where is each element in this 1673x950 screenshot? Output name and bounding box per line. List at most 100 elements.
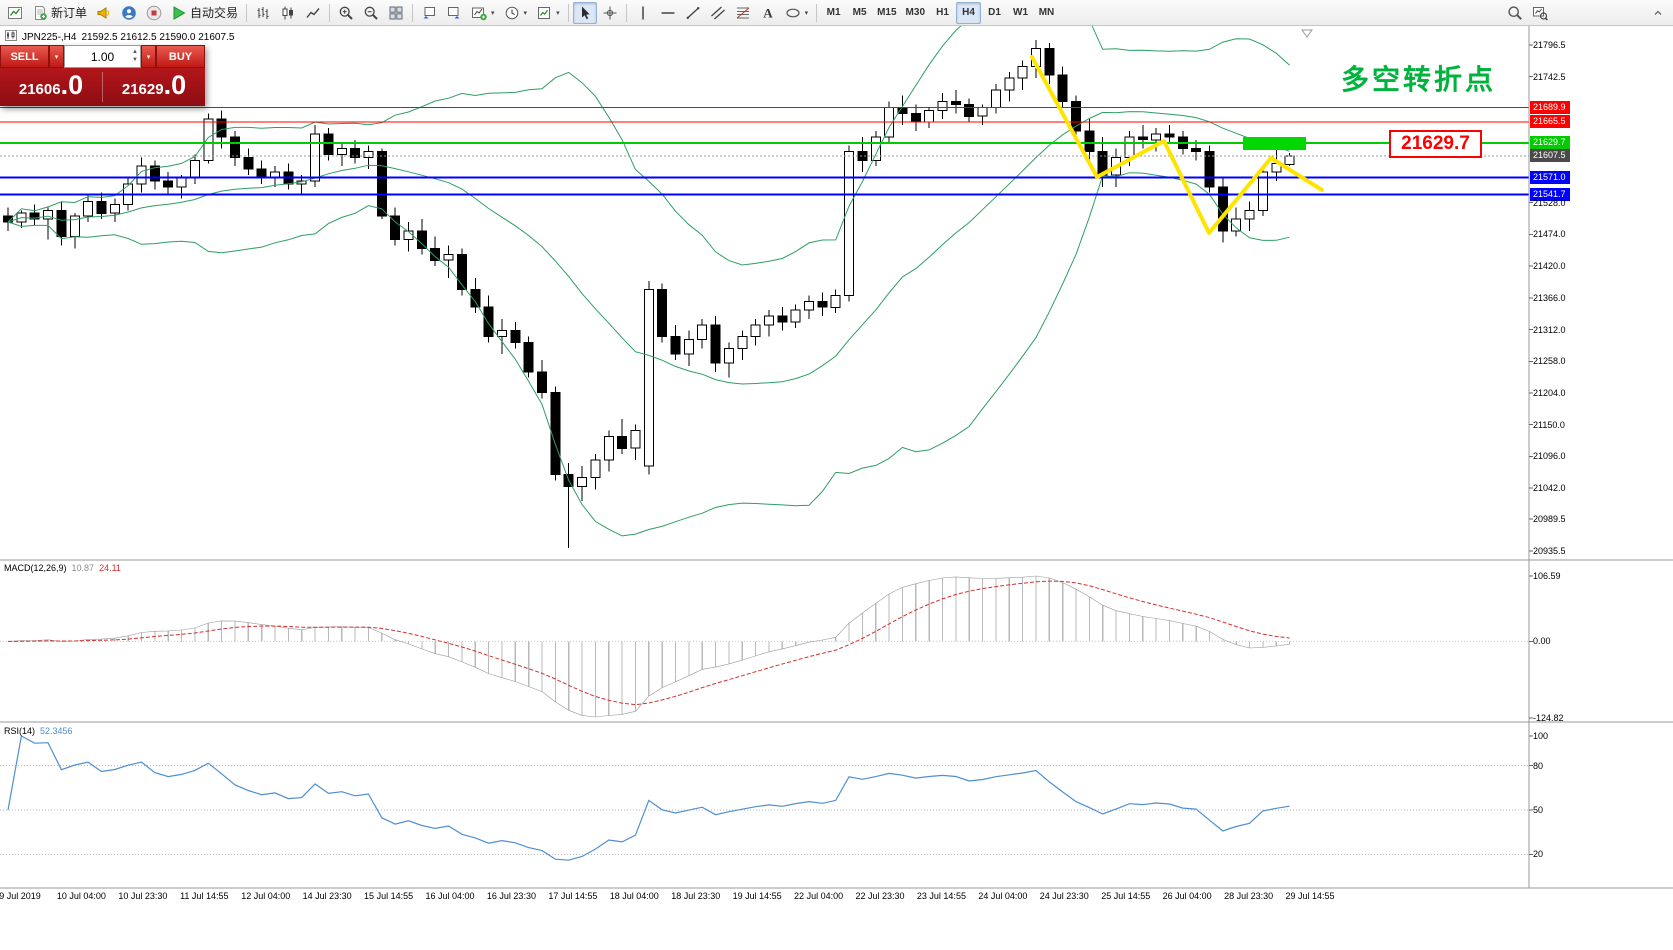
- time-axis-label: 9 Jul 2019: [0, 891, 41, 901]
- price-axis-label: 21258.0: [1533, 356, 1566, 367]
- price-tag-blue: 21571.0: [1530, 170, 1570, 184]
- line-chart-button[interactable]: [301, 2, 325, 24]
- lot-size-value[interactable]: 1.00: [90, 49, 115, 64]
- lot-size-field[interactable]: 1.00 ▲ ▼: [64, 45, 141, 68]
- macd-signal-value: 24.11: [99, 563, 121, 573]
- toolbar-button-label: M30: [905, 7, 925, 18]
- periods-button[interactable]: ▾: [500, 2, 532, 24]
- shapes-button[interactable]: ▾: [781, 2, 813, 24]
- rsi-axis-label: 100: [1533, 731, 1549, 741]
- timeframe-w1-button[interactable]: W1: [1008, 2, 1033, 24]
- buy-button[interactable]: BUY: [156, 45, 205, 68]
- new-order-button[interactable]: 新订单: [28, 2, 91, 24]
- time-axis-label: 12 Jul 04:00: [241, 891, 291, 901]
- buy-dropdown-caret-icon[interactable]: ▾: [141, 45, 156, 68]
- price-tag-blue: 21541.7: [1530, 188, 1570, 202]
- toolbar-button-label: 自动交易: [190, 6, 239, 20]
- tile-windows-button[interactable]: [384, 2, 408, 24]
- rsi-axis-label: 80: [1533, 760, 1544, 771]
- search-button[interactable]: [1503, 2, 1527, 24]
- highlight-rectangle[interactable]: [1243, 137, 1306, 150]
- community-button[interactable]: [142, 2, 166, 24]
- time-axis-label: 15 Jul 14:55: [364, 891, 414, 901]
- autotrading-button[interactable]: 自动交易: [167, 2, 242, 24]
- timeframe-h1-button[interactable]: H1: [930, 2, 955, 24]
- time-axis-label: 24 Jul 04:00: [978, 891, 1028, 901]
- macd-name: MACD(12,26,9): [4, 563, 67, 573]
- shapes-icon: [785, 8, 800, 17]
- vertical-line-button[interactable]: [631, 2, 655, 24]
- profile-button[interactable]: [117, 2, 141, 24]
- new-chart-button[interactable]: ▾: [467, 2, 499, 24]
- toolbar-overflow-button[interactable]: [1646, 2, 1670, 24]
- candlestick-chart-button[interactable]: [276, 2, 300, 24]
- price-axis-label: 20935.5: [1533, 545, 1566, 556]
- dropdown-caret-icon: ▾: [556, 9, 560, 17]
- trade-panel-controls: SELL ▾ 1.00 ▲ ▼ ▾ BUY: [0, 45, 205, 68]
- app-icon[interactable]: [3, 2, 27, 24]
- price-axis-label: 21042.0: [1533, 483, 1566, 494]
- horizontal-line-levels[interactable]: [0, 107, 1529, 196]
- price-axis-label: 21204.0: [1533, 388, 1566, 398]
- zoom-in-button[interactable]: [334, 2, 358, 24]
- timeframe-h4-button[interactable]: H4: [956, 1, 981, 24]
- zigzag-annotation[interactable]: [1030, 55, 1324, 235]
- time-axis-label: 16 Jul 23:30: [486, 891, 536, 901]
- price-axis-label: 21150.0: [1533, 419, 1565, 430]
- time-axis-label: 24 Jul 23:30: [1039, 891, 1089, 901]
- sell-button[interactable]: SELL: [0, 45, 49, 68]
- alerts-button[interactable]: [92, 2, 116, 24]
- price-axis-label: 21528.0: [1533, 197, 1566, 208]
- toolbar-separator: [567, 3, 569, 22]
- buy-price[interactable]: 21629.0: [121, 69, 187, 100]
- channel-button[interactable]: [706, 2, 730, 24]
- timeframe-m30-button[interactable]: M30: [902, 2, 929, 24]
- cursor-button[interactable]: [572, 1, 597, 24]
- price-axis-label: 21474.0: [1533, 229, 1566, 240]
- macd-value: 10.87: [71, 563, 95, 573]
- chart-symbol-period: JPN225-,H4: [22, 31, 77, 43]
- toolbar-separator: [816, 3, 818, 22]
- timeframe-mn-button[interactable]: MN: [1034, 2, 1059, 24]
- zoom-out-button[interactable]: [359, 2, 383, 24]
- timeframe-m5-button[interactable]: M5: [847, 2, 872, 24]
- time-axis-label: 25 Jul 14:55: [1101, 891, 1151, 901]
- crosshair-button[interactable]: [598, 2, 622, 24]
- timeframe-m1-button[interactable]: M1: [821, 2, 846, 24]
- sell-dropdown-caret-icon[interactable]: ▾: [49, 45, 64, 68]
- rsi-axis-label: 20: [1533, 849, 1544, 860]
- timeframe-m15-button[interactable]: M15: [873, 2, 900, 24]
- vertical-line-icon: [641, 6, 644, 19]
- horizontal-line-button[interactable]: [656, 2, 680, 24]
- toolbar-separator: [625, 3, 627, 22]
- time-axis-label: 22 Jul 04:00: [794, 891, 844, 901]
- chart-back-button[interactable]: [417, 2, 441, 24]
- toolbar-button-label: MN: [1038, 7, 1055, 18]
- sell-price[interactable]: 21606.0: [18, 69, 84, 100]
- indicators-button[interactable]: ▾: [532, 2, 564, 24]
- chart-ohlc-values: 21592.5 21612.5 21590.0 21607.5: [81, 31, 235, 43]
- search-icon: [1508, 5, 1522, 20]
- tile-windows-icon: [389, 6, 403, 19]
- timeframe-d1-button[interactable]: D1: [982, 2, 1007, 24]
- turning-point-annotation[interactable]: 多空转折点: [1341, 64, 1497, 95]
- fibonacci-button[interactable]: [731, 2, 755, 24]
- chart-search-button[interactable]: [1528, 2, 1552, 24]
- price-callout-box[interactable]: 21629.7: [1389, 130, 1482, 158]
- chart-shift-marker[interactable]: [1301, 29, 1313, 38]
- play-icon: [173, 5, 186, 20]
- rsi-header: RSI(14) 52.3456: [4, 726, 73, 736]
- chart-forward-button[interactable]: [442, 2, 466, 24]
- toolbar-button-label: M5: [852, 7, 867, 18]
- price-tag-bid: 21607.5: [1530, 149, 1570, 163]
- drawing-annotations[interactable]: [1030, 29, 1324, 235]
- price-axis-label: 21366.0: [1533, 292, 1566, 303]
- text-button[interactable]: A: [756, 2, 780, 24]
- profile-icon: [122, 5, 136, 20]
- bar-chart-button[interactable]: [251, 2, 275, 24]
- price-axis-label: 21742.5: [1533, 71, 1566, 82]
- price-axis-label: 21312.0: [1533, 324, 1566, 335]
- trendline-button[interactable]: [681, 2, 705, 24]
- lot-increase-button[interactable]: ▲: [132, 49, 138, 55]
- lot-decrease-button[interactable]: ▼: [132, 57, 138, 63]
